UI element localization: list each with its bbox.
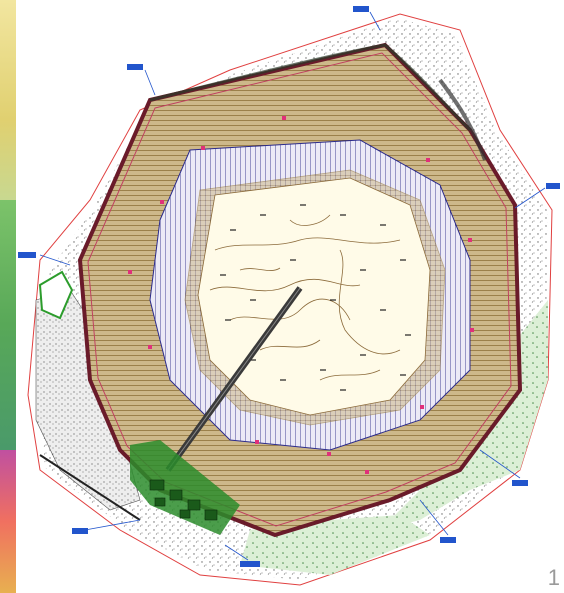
pit-crest-inner-line [87,52,512,527]
facility-buildings [149,479,218,521]
north-road [149,43,472,132]
callout-lines [39,11,546,561]
pond-icon [38,270,74,320]
left-edge-strip-bottom [0,450,16,593]
left-edge-strip-top [0,0,16,200]
waste-dump-area [35,289,141,511]
page-number: 1 [547,565,560,590]
floor-contours [209,214,401,381]
callout-label-icon [18,6,560,567]
property-boundary [27,13,553,586]
left-edge-strip-middle [0,200,16,450]
northeast-road [438,78,487,161]
pit-floor [197,177,431,416]
survey-marker-icon [128,116,474,474]
south-access-road [39,454,141,521]
haul-road-center [167,287,301,471]
